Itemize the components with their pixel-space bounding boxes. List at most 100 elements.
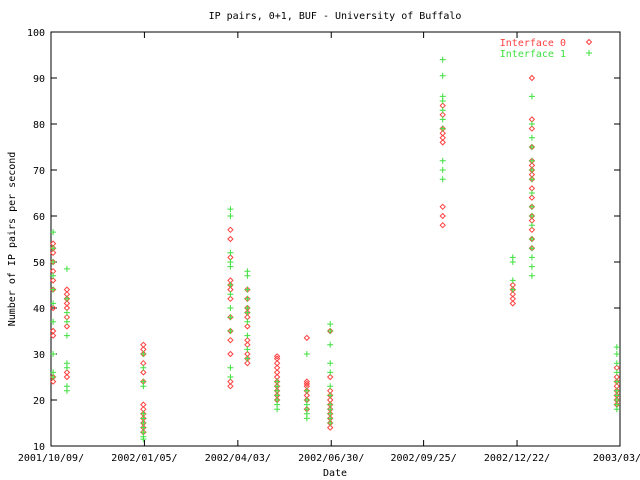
series-interface-1 [50,56,620,443]
data-point-interface-1 [509,254,516,261]
data-point-interface-0 [49,249,57,257]
data-point-interface-1 [303,351,310,357]
data-point-interface-1 [528,190,535,196]
data-point-interface-1 [439,116,446,123]
data-point-interface-1 [528,157,535,164]
x-tick-label: 2002/12/22/ [484,453,550,464]
data-point-interface-1 [244,346,251,353]
data-point-interface-0 [273,359,281,367]
data-point-interface-1 [63,309,70,316]
data-point-interface-1 [528,263,535,270]
data-point-interface-1 [528,121,535,127]
data-point-interface-0 [63,373,71,381]
data-point-interface-0 [49,304,57,312]
data-point-interface-0 [326,373,334,381]
data-point-interface-0 [326,424,334,431]
data-point-interface-1 [244,355,251,362]
data-point-interface-1 [227,364,234,371]
data-point-interface-0 [509,290,516,298]
plot-frame [50,31,621,447]
data-point-interface-0 [439,221,446,229]
data-point-interface-0 [140,401,147,408]
data-point-interface-1 [327,341,334,348]
data-point-interface-0 [439,134,446,142]
data-point-interface-1 [63,318,70,325]
data-point-interface-1 [227,249,234,256]
data-points [49,56,621,443]
x-tick-label: 2001/10/09/ [18,453,84,464]
data-point-interface-0 [49,277,57,284]
data-point-interface-1 [327,401,334,408]
data-point-interface-0 [227,226,234,234]
data-point-interface-1 [613,344,620,351]
data-point-interface-1 [244,332,251,339]
data-point-interface-1 [50,286,57,293]
data-point-interface-0 [244,336,251,344]
data-point-interface-0 [63,300,71,307]
data-point-interface-1 [227,213,234,219]
data-point-interface-1 [50,259,57,265]
data-point-interface-1 [509,286,516,293]
data-point-interface-1 [528,213,535,219]
data-point-interface-1 [63,360,70,367]
data-point-interface-1 [50,369,57,376]
data-point-interface-1 [227,206,234,213]
legend-diamond-icon [585,38,593,46]
data-point-interface-1 [63,332,70,339]
data-point-interface-1 [50,272,57,279]
chart-title: IP pairs, 0+1, BUF - University of Buffa… [209,11,462,22]
data-point-interface-1 [244,286,251,293]
data-point-interface-1 [227,328,234,334]
data-point-interface-1 [227,259,234,265]
data-point-interface-0 [227,382,234,390]
data-point-interface-1 [63,383,70,390]
data-point-interface-0 [303,378,311,385]
data-point-interface-1 [528,272,535,279]
y-axis-label: Number of IP pairs per second [7,152,18,327]
data-point-interface-1 [140,364,147,371]
data-point-interface-1 [439,176,446,183]
data-point-interface-1 [327,321,334,328]
data-point-interface-1 [327,383,334,390]
data-point-interface-0 [439,129,446,137]
data-point-interface-0 [227,350,234,358]
data-point-interface-0 [140,341,147,349]
x-tick-label: 2002/09/25/ [390,453,456,464]
data-point-interface-1 [528,245,535,252]
data-point-interface-0 [63,286,71,293]
data-point-interface-0 [49,327,57,335]
data-point-interface-1 [50,245,57,252]
data-point-interface-0 [63,323,71,330]
y-tick-label: 30 [33,350,45,361]
data-point-interface-1 [613,369,620,376]
data-point-interface-1 [613,351,620,357]
data-point-interface-1 [528,254,535,261]
y-tick-label: 80 [33,120,45,131]
data-point-interface-1 [303,387,310,394]
y-tick-label: 90 [33,74,45,85]
data-point-interface-1 [528,144,535,150]
data-point-interface-1 [528,167,535,173]
data-point-interface-0 [439,212,446,220]
data-point-interface-1 [327,360,334,367]
x-tick-label: 2002/04/03/ [205,453,271,464]
data-point-interface-0 [528,194,536,201]
data-point-interface-1 [439,107,446,114]
data-point-interface-0 [439,203,446,211]
data-point-interface-0 [509,300,516,307]
data-point-interface-1 [439,93,446,100]
data-point-interface-1 [274,378,281,385]
y-tick-label: 20 [33,396,45,407]
data-point-interface-1 [140,410,147,417]
data-point-interface-1 [528,176,535,183]
y-tick-label: 10 [33,442,45,453]
data-point-interface-0 [227,295,234,303]
data-point-interface-1 [327,328,334,334]
y-tick-label: 60 [33,212,45,223]
data-point-interface-1 [528,93,535,100]
data-point-interface-0 [528,226,536,234]
y-tick-label: 50 [33,258,45,269]
data-point-interface-1 [439,72,446,79]
data-point-interface-0 [528,125,536,132]
